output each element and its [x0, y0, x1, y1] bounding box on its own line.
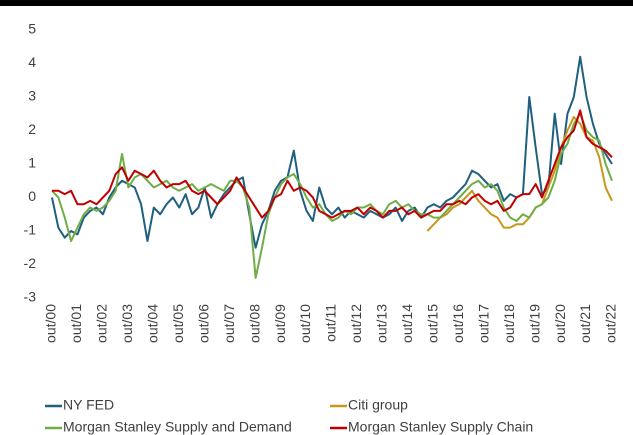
y-tick-label: 1	[28, 155, 36, 171]
y-tick-label: 3	[28, 88, 36, 104]
x-tick-label: out/04	[145, 304, 161, 343]
x-tick-label: out/22	[603, 304, 619, 343]
x-tick-label: out/05	[170, 304, 186, 343]
x-tick-label: out/16	[450, 304, 466, 343]
y-tick-label: -3	[24, 289, 37, 305]
series-line	[426, 116, 613, 232]
x-tick-label: out/15	[425, 304, 441, 343]
x-tick-label: out/14	[399, 304, 415, 343]
y-tick-label: -2	[24, 255, 37, 271]
legend-label: Morgan Stanley Supply Chain	[348, 419, 533, 435]
x-tick-label: out/06	[195, 304, 211, 343]
x-tick-label: out/13	[374, 304, 390, 343]
y-tick-label: 4	[28, 54, 36, 70]
y-tick-label: 5	[28, 21, 36, 37]
x-tick-label: out/01	[68, 304, 84, 343]
x-tick-label: out/18	[501, 304, 517, 343]
x-tick-label: out/03	[119, 304, 135, 343]
y-tick-label: -1	[24, 222, 37, 238]
x-tick-label: out/19	[526, 304, 542, 343]
x-tick-label: out/08	[246, 304, 262, 343]
y-tick-label: 2	[28, 121, 36, 137]
x-tick-label: out/12	[348, 304, 364, 343]
x-tick-label: out/07	[221, 304, 237, 343]
x-tick-label: out/11	[323, 304, 339, 342]
x-tick-label: out/02	[94, 304, 110, 343]
legend-label: NY FED	[63, 397, 114, 413]
y-tick-label: 0	[28, 188, 36, 204]
series-line	[51, 112, 613, 279]
x-tick-label: out/00	[43, 304, 59, 343]
x-tick-label: out/09	[272, 304, 288, 343]
series-line	[52, 109, 613, 219]
legend-label: Morgan Stanley Supply and Demand	[63, 419, 292, 435]
x-tick-label: out/10	[297, 304, 313, 343]
top-bar	[0, 0, 633, 6]
legend-label: Citi group	[348, 397, 408, 413]
x-tick-label: out/21	[577, 304, 593, 343]
x-tick-label: out/20	[552, 304, 568, 343]
x-tick-label: out/17	[475, 304, 491, 343]
